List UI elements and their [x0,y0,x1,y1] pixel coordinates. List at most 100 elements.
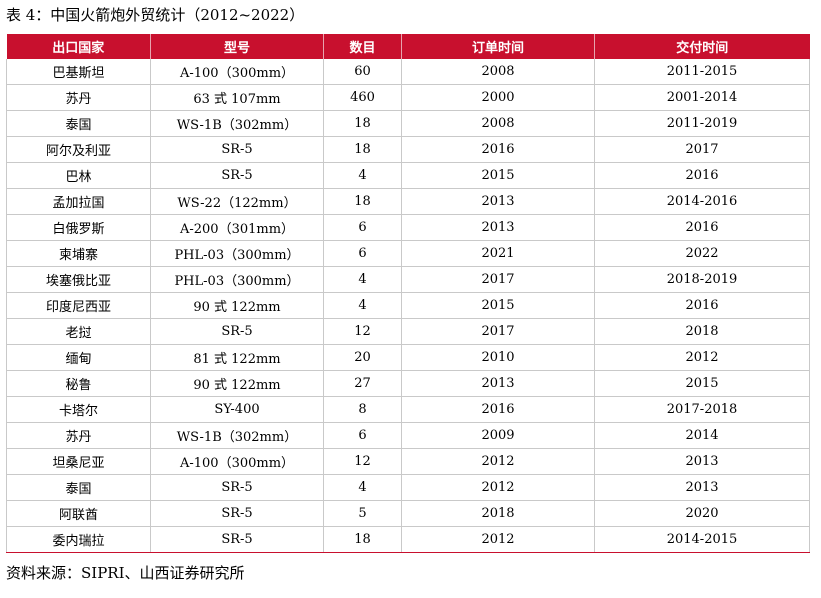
table-row: 柬埔寨 PHL-03（300mm） 6 2021 2022 [6,240,810,267]
cell-delivery-time: 2017 [594,136,810,163]
cell-delivery-time: 2016 [594,214,810,241]
table-title: 表 4：中国火箭炮外贸统计（2012~2022） [6,6,305,24]
cell-order-time: 2012 [401,526,595,553]
cell-order-time: 2018 [401,500,595,527]
cell-model: SR-5 [150,318,324,345]
cell-quantity: 460 [323,84,402,111]
cell-quantity: 4 [323,292,402,319]
cell-country: 埃塞俄比亚 [6,266,151,293]
cell-delivery-time: 2011-2019 [594,110,810,137]
column-header-country: 出口国家 [6,34,151,59]
table-row: 巴林 SR-5 4 2015 2016 [6,162,810,189]
cell-country: 苏丹 [6,84,151,111]
cell-country: 阿尔及利亚 [6,136,151,163]
cell-country: 柬埔寨 [6,240,151,267]
cell-order-time: 2008 [401,110,595,137]
cell-quantity: 6 [323,422,402,449]
table-body: 巴基斯坦 A-100（300mm） 60 2008 2011-2015 苏丹 63 式 10… [6,59,810,553]
table-row: 泰国 SR-5 4 2012 2013 [6,474,810,501]
cell-model: PHL-03（300mm） [150,240,324,267]
cell-model: SR-5 [150,500,324,527]
cell-quantity: 4 [323,474,402,501]
cell-model: 90 式 122mm [150,370,324,397]
cell-order-time: 2017 [401,318,595,345]
table-row: 卡塔尔 SY-400 8 2016 2017-2018 [6,396,810,423]
cell-model: WS-22（122mm） [150,188,324,215]
cell-country: 印度尼西亚 [6,292,151,319]
cell-model: PHL-03（300mm） [150,266,324,293]
cell-quantity: 18 [323,136,402,163]
table-row: 老挝 SR-5 12 2017 2018 [6,318,810,345]
cell-order-time: 2013 [401,188,595,215]
cell-model: SR-5 [150,162,324,189]
cell-country: 巴基斯坦 [6,59,151,85]
cell-country: 老挝 [6,318,151,345]
cell-country: 泰国 [6,110,151,137]
cell-order-time: 2015 [401,162,595,189]
cell-delivery-time: 2022 [594,240,810,267]
cell-delivery-time: 2016 [594,292,810,319]
cell-country: 阿联酋 [6,500,151,527]
table-row: 阿尔及利亚 SR-5 18 2016 2017 [6,136,810,163]
cell-delivery-time: 2014 [594,422,810,449]
cell-quantity: 8 [323,396,402,423]
cell-quantity: 4 [323,266,402,293]
cell-delivery-time: 2014-2016 [594,188,810,215]
table-row: 苏丹 WS-1B（302mm） 6 2009 2014 [6,422,810,449]
cell-order-time: 2010 [401,344,595,371]
table-row: 阿联酋 SR-5 5 2018 2020 [6,500,810,527]
cell-delivery-time: 2016 [594,162,810,189]
cell-order-time: 2017 [401,266,595,293]
cell-order-time: 2013 [401,370,595,397]
cell-quantity: 18 [323,110,402,137]
cell-country: 缅甸 [6,344,151,371]
cell-country: 巴林 [6,162,151,189]
cell-delivery-time: 2013 [594,448,810,475]
cell-quantity: 60 [323,59,402,85]
column-header-delivery-time: 交付时间 [594,34,810,59]
cell-quantity: 18 [323,526,402,553]
cell-delivery-time: 2012 [594,344,810,371]
column-header-order-time: 订单时间 [401,34,595,59]
cell-quantity: 4 [323,162,402,189]
table-row: 泰国 WS-1B（302mm） 18 2008 2011-2019 [6,110,810,137]
cell-delivery-time: 2011-2015 [594,59,810,85]
cell-model: SR-5 [150,474,324,501]
cell-delivery-time: 2020 [594,500,810,527]
cell-quantity: 6 [323,214,402,241]
cell-country: 卡塔尔 [6,396,151,423]
table-row: 秘鲁 90 式 122mm 27 2013 2015 [6,370,810,397]
cell-order-time: 2000 [401,84,595,111]
cell-order-time: 2012 [401,448,595,475]
cell-delivery-time: 2001-2014 [594,84,810,111]
table-row: 白俄罗斯 A-200（301mm） 6 2013 2016 [6,214,810,241]
column-header-model: 型号 [150,34,324,59]
cell-country: 孟加拉国 [6,188,151,215]
cell-quantity: 20 [323,344,402,371]
cell-order-time: 2016 [401,396,595,423]
cell-country: 白俄罗斯 [6,214,151,241]
cell-delivery-time: 2015 [594,370,810,397]
cell-quantity: 18 [323,188,402,215]
cell-delivery-time: 2013 [594,474,810,501]
table-row: 巴基斯坦 A-100（300mm） 60 2008 2011-2015 [6,59,810,85]
cell-country: 坦桑尼亚 [6,448,151,475]
cell-model: A-200（301mm） [150,214,324,241]
cell-delivery-time: 2014-2015 [594,526,810,553]
table-row: 苏丹 63 式 107mm 460 2000 2001-2014 [6,84,810,111]
table-row: 埃塞俄比亚 PHL-03（300mm） 4 2017 2018-2019 [6,266,810,293]
column-header-quantity: 数目 [323,34,402,59]
cell-quantity: 6 [323,240,402,267]
header-row: 出口国家 型号 数目 订单时间 交付时间 [6,34,810,59]
cell-model: SY-400 [150,396,324,423]
cell-model: SR-5 [150,136,324,163]
cell-model: A-100（300mm） [150,448,324,475]
table-row: 委内瑞拉 SR-5 18 2012 2014-2015 [6,526,810,553]
cell-delivery-time: 2017-2018 [594,396,810,423]
cell-country: 委内瑞拉 [6,526,151,553]
cell-model: 81 式 122mm [150,344,324,371]
cell-country: 苏丹 [6,422,151,449]
cell-order-time: 2021 [401,240,595,267]
source-note: 资料来源：SIPRI、山西证券研究所 [6,564,245,582]
cell-order-time: 2008 [401,59,595,85]
